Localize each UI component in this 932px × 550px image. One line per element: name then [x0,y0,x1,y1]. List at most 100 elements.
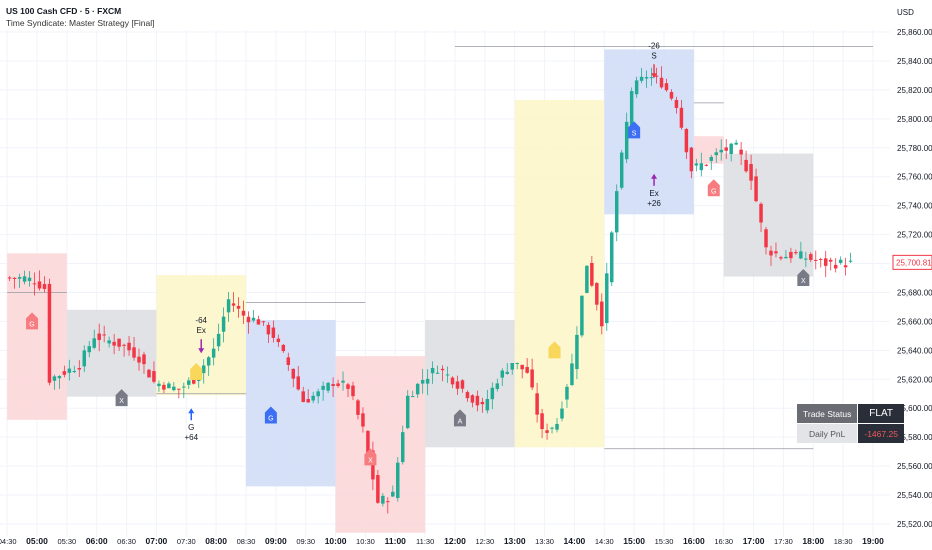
session-marker: A [453,409,466,427]
candle-body [97,333,101,340]
candle-body [600,301,604,327]
candle-body [77,367,82,370]
level-lines [7,46,873,450]
candle-body [724,147,728,151]
candle-body [261,321,266,323]
candle-body [644,77,649,79]
candle-body [809,254,813,260]
x-tick-label: 10:30 [356,537,375,546]
candle-body [520,364,524,370]
candle-body [689,147,694,172]
indicator-title[interactable]: Time Syndicate: Master Strategy [Final] [6,18,155,28]
candle-body [376,475,380,503]
session-marker [190,363,203,381]
price-axis[interactable]: 25,520.00 25,540.00 25,560.00 25,580.00 25,6… [892,28,932,529]
session-markers: G X G X A S G X [26,121,810,466]
candle-body [799,251,803,259]
session-box [514,100,605,448]
candle-body [784,256,788,259]
session-marker: S [628,121,641,139]
candle-body [634,80,639,95]
candle-body [649,77,654,79]
x-tick-label: 06:30 [117,537,136,546]
candle-body [704,164,709,166]
y-tick-label: 25,660.00 [897,317,932,326]
x-tick-label: 19:00 [862,536,884,546]
candle-body [112,341,116,346]
candle-body [291,368,296,379]
marker-label: S [632,130,637,137]
trade-status-table: Trade Status FLAT Daily PnL -1467.25 [797,404,904,443]
candle-body [828,259,833,262]
candle-body [605,273,609,324]
candle-body [535,393,539,415]
y-tick-label: 25,740.00 [897,202,932,211]
candle-body [336,383,340,386]
candle-body [699,163,704,171]
currency-label[interactable]: USD [897,8,914,17]
candle-body [774,251,778,254]
candle-body [182,386,186,388]
candle-body [410,396,415,398]
session-box [425,319,515,448]
candle-body [32,283,37,285]
candle-body [480,401,485,405]
y-tick-label: 25,780.00 [897,144,932,153]
candle-body [789,251,793,259]
session-box [723,153,814,277]
annotation-text: -64 [195,316,207,325]
x-tick-label: 18:30 [834,537,853,546]
marker-label: X [801,278,806,285]
candle-body [206,357,211,366]
session-marker: G [707,179,720,197]
candle-body [211,348,216,358]
candle-body [57,376,62,379]
y-tick-label: 25,860.00 [897,28,932,37]
candle-body [236,305,241,309]
candle-body [510,362,514,370]
x-tick-label: 13:30 [535,537,554,546]
trade-annotation: Ex+26 [647,173,661,208]
candle-body [331,384,335,387]
candle-body [744,159,748,172]
candle-body [435,372,440,374]
candle-body [500,370,505,378]
y-tick-label: 25,800.00 [897,115,932,124]
candle-body [7,277,12,279]
candle-body [545,430,549,433]
candle-body [560,408,564,419]
x-tick-label: 07:30 [177,537,196,546]
candle-body [127,342,131,351]
candle-body [92,338,96,348]
symbol-title[interactable]: US 100 Cash CFD · 5 · FXCM [6,6,122,16]
session-marker: G [264,406,277,424]
candle-body [82,350,87,367]
candle-body [659,77,664,88]
annotation-text: Ex [197,326,206,335]
candle-body [52,376,57,381]
candle-body [22,276,27,282]
x-tick-label: 09:00 [265,536,287,546]
candle-body [177,388,181,390]
annotation-text: +26 [647,199,661,208]
candle-body [37,281,42,289]
candle-body [565,386,569,400]
y-tick-label: 25,640.00 [897,346,932,355]
candle-body [490,387,495,400]
x-tick-label: 12:30 [475,537,494,546]
candle-body [764,229,768,248]
candle-body [276,338,281,343]
candle-body [152,371,156,382]
candle-body [580,295,584,336]
x-tick-label: 11:30 [416,537,434,546]
candle-body [251,317,256,321]
marker-label: G [268,415,273,422]
candle-body [241,310,246,316]
candle-body [12,277,17,279]
x-tick-label: 14:30 [595,537,614,546]
candle-body [381,495,385,504]
candle-body [814,259,818,261]
time-axis[interactable]: 04:30 05:00 05:30 06:00 06:30 07:00 07:30 08:00… [0,536,884,546]
